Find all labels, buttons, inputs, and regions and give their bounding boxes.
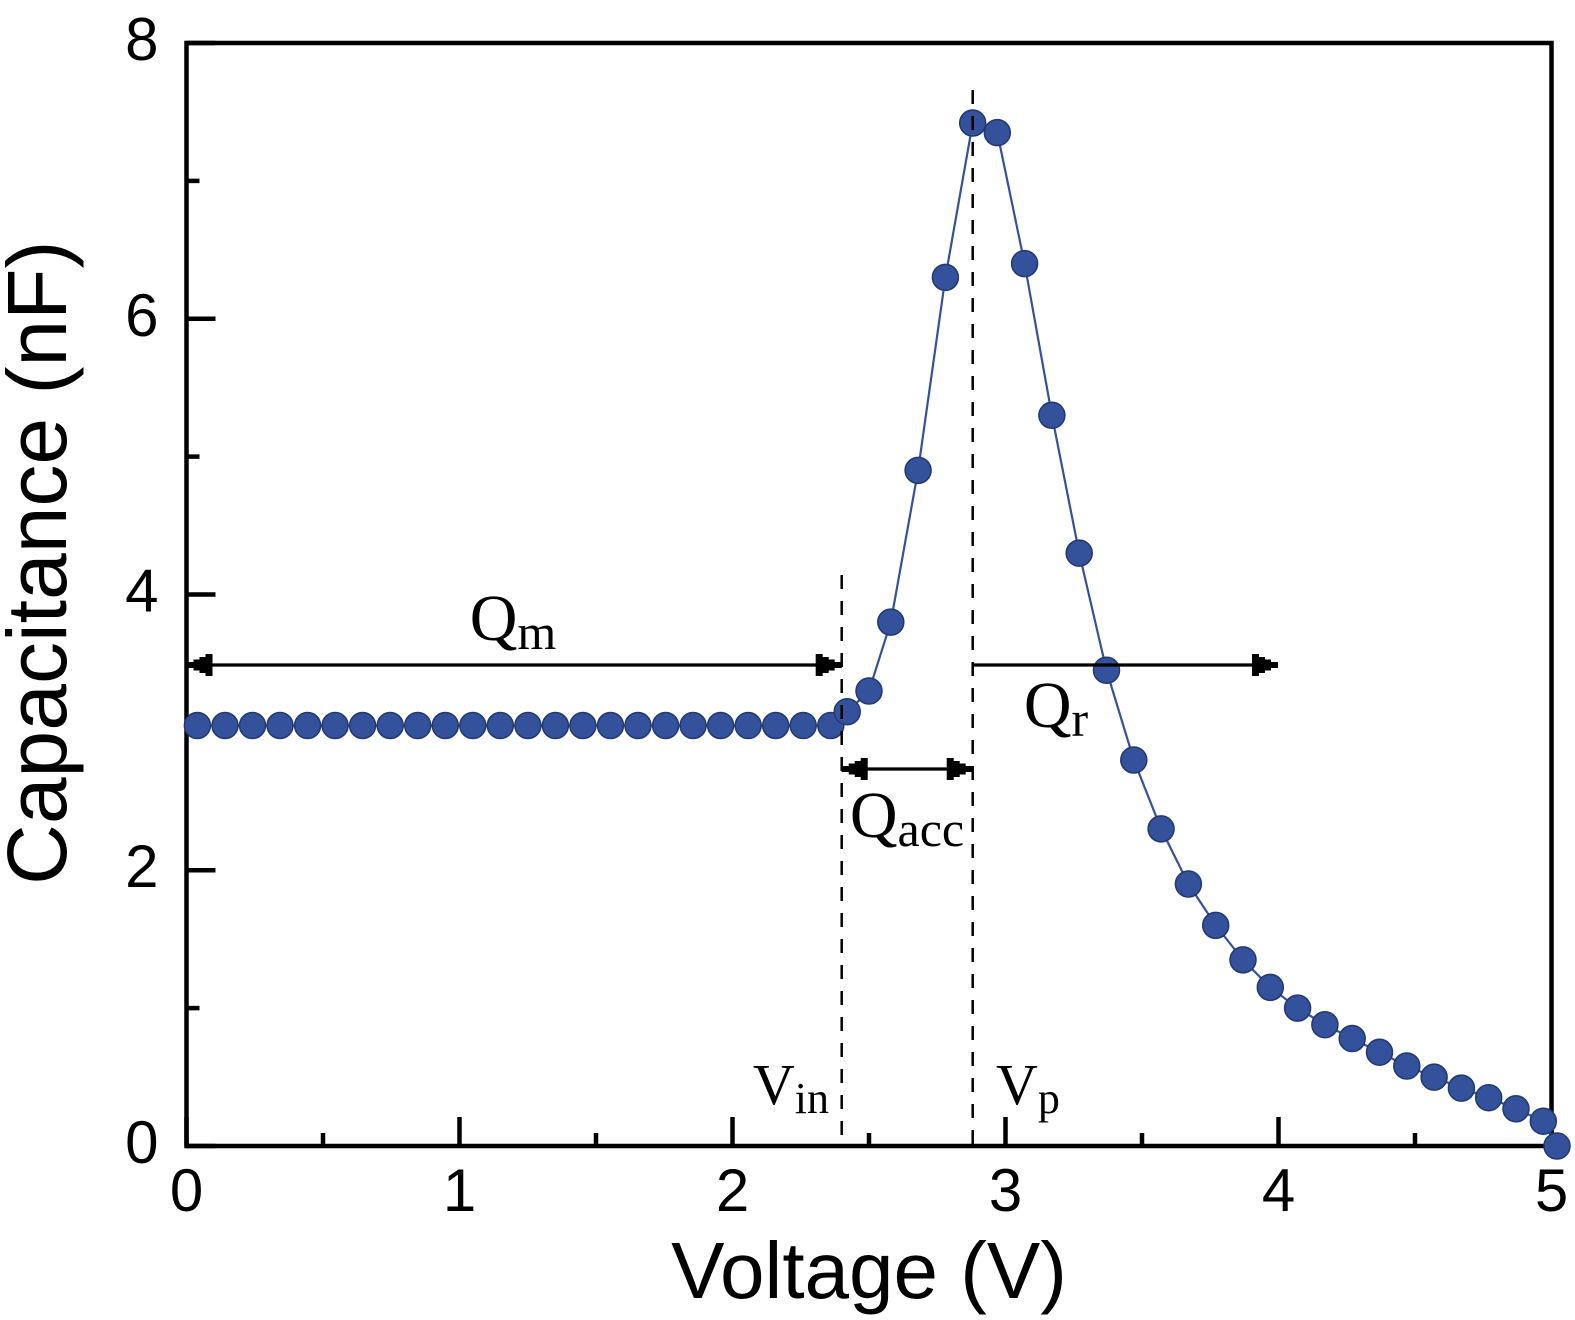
svg-text:5: 5: [1535, 1157, 1568, 1224]
svg-text:Qm: Qm: [470, 582, 557, 660]
svg-text:Qr: Qr: [1024, 669, 1089, 747]
svg-text:4: 4: [125, 558, 158, 625]
svg-text:8: 8: [125, 6, 158, 73]
svg-text:1: 1: [443, 1157, 476, 1224]
svg-text:2: 2: [125, 833, 158, 900]
svg-text:4: 4: [1262, 1157, 1295, 1224]
svg-text:Voltage (V): Voltage (V): [671, 1226, 1067, 1315]
svg-text:2: 2: [716, 1157, 749, 1224]
svg-text:0: 0: [125, 1109, 158, 1176]
svg-text:Vp: Vp: [996, 1052, 1060, 1123]
svg-text:Capacitance (nF): Capacitance (nF): [0, 241, 84, 885]
svg-text:Qacc: Qacc: [850, 779, 964, 857]
svg-text:Vin: Vin: [753, 1052, 829, 1123]
svg-text:3: 3: [989, 1157, 1022, 1224]
svg-text:0: 0: [170, 1157, 203, 1224]
svg-text:6: 6: [125, 282, 158, 349]
